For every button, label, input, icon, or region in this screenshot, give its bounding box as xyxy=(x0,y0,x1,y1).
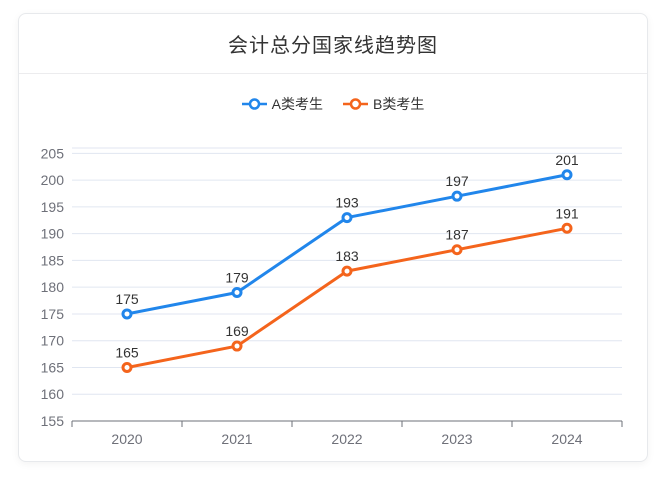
data-point-marker-b[interactable] xyxy=(341,265,353,277)
data-point-marker-a[interactable] xyxy=(451,190,463,202)
card-header: 会计总分国家线趋势图 xyxy=(19,14,647,74)
data-point-marker-a[interactable] xyxy=(561,169,573,181)
data-point-label: 179 xyxy=(225,270,249,286)
data-point-marker-a[interactable] xyxy=(121,308,133,320)
trend-line-chart: 155 160 165 170 175 180 185 190 195 200 205 2020 202… xyxy=(41,145,623,447)
data-point-label: 187 xyxy=(445,227,469,243)
legend-line-marker-icon xyxy=(343,98,368,110)
x-axis-label: 2020 xyxy=(111,431,142,447)
chart-card: 会计总分国家线趋势图 A类考生 B类考生 155 160 165 170 175 180 18… xyxy=(18,13,648,462)
legend-label: A类考生 xyxy=(271,96,323,112)
data-point-label: 175 xyxy=(115,291,139,307)
y-axis-label: 200 xyxy=(41,172,65,188)
data-point-marker-a[interactable] xyxy=(231,287,243,299)
data-point-marker-b[interactable] xyxy=(121,361,133,373)
data-point-label: 193 xyxy=(335,195,359,211)
y-axis-label: 170 xyxy=(41,333,65,349)
data-point-label: 191 xyxy=(555,205,579,221)
y-axis-label: 180 xyxy=(41,279,65,295)
legend-line-marker-icon xyxy=(241,98,267,110)
data-point-label: 183 xyxy=(335,248,359,264)
data-point-marker-b[interactable] xyxy=(451,244,463,256)
data-point-label: 201 xyxy=(555,152,579,168)
y-axis-label: 175 xyxy=(41,306,65,322)
y-axis-label: 185 xyxy=(41,252,65,268)
y-axis-label: 155 xyxy=(41,413,65,429)
legend-label: B类考生 xyxy=(373,96,425,112)
x-axis-label: 2023 xyxy=(441,431,472,447)
data-point-label: 169 xyxy=(225,323,249,339)
y-axis-label: 160 xyxy=(41,386,65,402)
chart-title: 会计总分国家线趋势图 xyxy=(228,35,438,57)
x-axis-label: 2022 xyxy=(331,431,362,447)
x-axis-label: 2024 xyxy=(551,431,582,447)
x-axis-label: 2021 xyxy=(221,431,252,447)
data-point-marker-b[interactable] xyxy=(231,340,243,352)
data-point-label: 165 xyxy=(115,344,139,360)
y-axis-label: 195 xyxy=(41,199,65,215)
data-point-marker-a[interactable] xyxy=(341,212,353,224)
data-point-label: 197 xyxy=(445,173,469,189)
chart-area: A类考生 B类考生 155 160 165 170 175 180 185 190 195 200 2… xyxy=(19,74,647,462)
y-axis-label: 205 xyxy=(41,145,65,161)
legend-item-a[interactable]: A类考生 xyxy=(241,96,323,112)
data-point-marker-b[interactable] xyxy=(561,222,573,234)
legend-item-b[interactable]: B类考生 xyxy=(343,97,424,111)
chart-legend: A类考生 B类考生 xyxy=(19,97,647,111)
y-axis-label: 165 xyxy=(41,359,65,375)
y-axis-label: 190 xyxy=(41,226,65,242)
